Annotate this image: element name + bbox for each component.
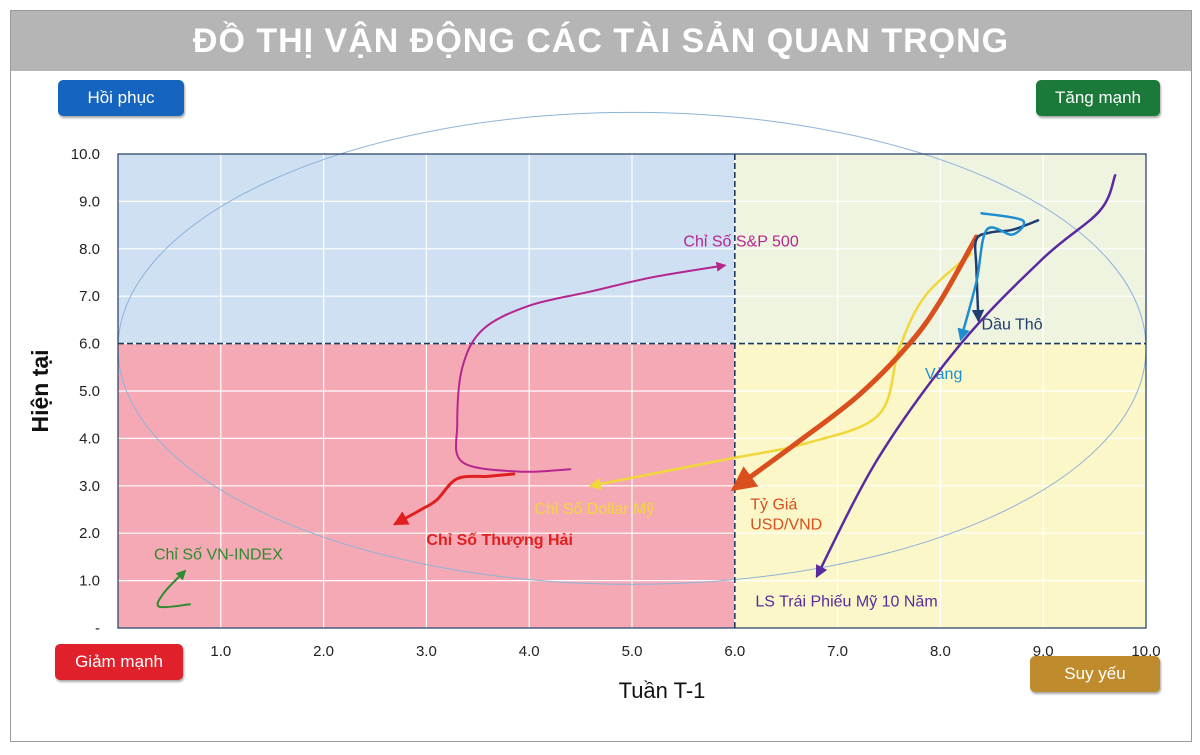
x-tick-label: 1.0 [210, 643, 231, 660]
y-tick-label: - [95, 620, 100, 637]
series-label: Chỉ Số Thượng Hải [426, 532, 573, 549]
quadrant-label-weak: Suy yếu [1030, 656, 1160, 692]
y-tick-label: 3.0 [79, 478, 100, 495]
x-tick-label: 5.0 [622, 643, 643, 660]
series-line [957, 212, 1026, 342]
quadrant-label-strong: Tăng mạnh [1036, 80, 1160, 116]
y-tick-label: 7.0 [79, 288, 100, 305]
x-tick-label: 7.0 [827, 643, 848, 660]
x-tick-label: 8.0 [930, 643, 951, 660]
x-tick-label: 10.0 [1131, 643, 1160, 660]
series-line [454, 261, 727, 473]
x-tick-label: 9.0 [1033, 643, 1054, 660]
series-line [156, 569, 191, 609]
series-line [815, 174, 1117, 579]
y-tick-label: 1.0 [79, 573, 100, 590]
series-label: USD/VND [750, 517, 822, 534]
y-tick-label: 4.0 [79, 430, 100, 447]
series-label: Tỷ Giá [750, 497, 797, 514]
series-label: Chỉ Số S&P 500 [683, 233, 798, 250]
series-line [392, 472, 516, 526]
x-tick-label: 4.0 [519, 643, 540, 660]
x-tick-label: 3.0 [416, 643, 437, 660]
series-label: LS Trái Phiếu Mỹ 10 Năm [755, 594, 937, 611]
y-tick-label: 5.0 [79, 383, 100, 400]
quadrant-label-decline: Giảm mạnh [55, 644, 183, 680]
x-tick-label: 2.0 [313, 643, 334, 660]
page-title: ĐỒ THỊ VẬN ĐỘNG CÁC TÀI SẢN QUAN TRỌNG [11, 11, 1191, 71]
y-tick-label: 2.0 [79, 525, 100, 542]
series-line [971, 219, 1040, 323]
x-axis-title: Tuần T-1 [619, 678, 706, 703]
y-axis-title: Hiện tại [27, 349, 53, 432]
quadrant-label-recover: Hồi phục [58, 80, 184, 116]
x-tick-label: 6.0 [724, 643, 745, 660]
plot-border [117, 153, 1147, 629]
series-label: Dầu Thô [982, 316, 1043, 333]
y-tick-label: 10.0 [71, 146, 100, 163]
y-tick-label: 8.0 [79, 241, 100, 258]
series-line [588, 252, 973, 491]
series-line [730, 234, 979, 492]
y-tick-label: 9.0 [79, 193, 100, 210]
series-label: Chỉ Số VN-INDEX [154, 546, 283, 563]
y-tick-label: 6.0 [79, 336, 100, 353]
series-label: Chỉ Số Dollar Mỹ [534, 501, 654, 518]
